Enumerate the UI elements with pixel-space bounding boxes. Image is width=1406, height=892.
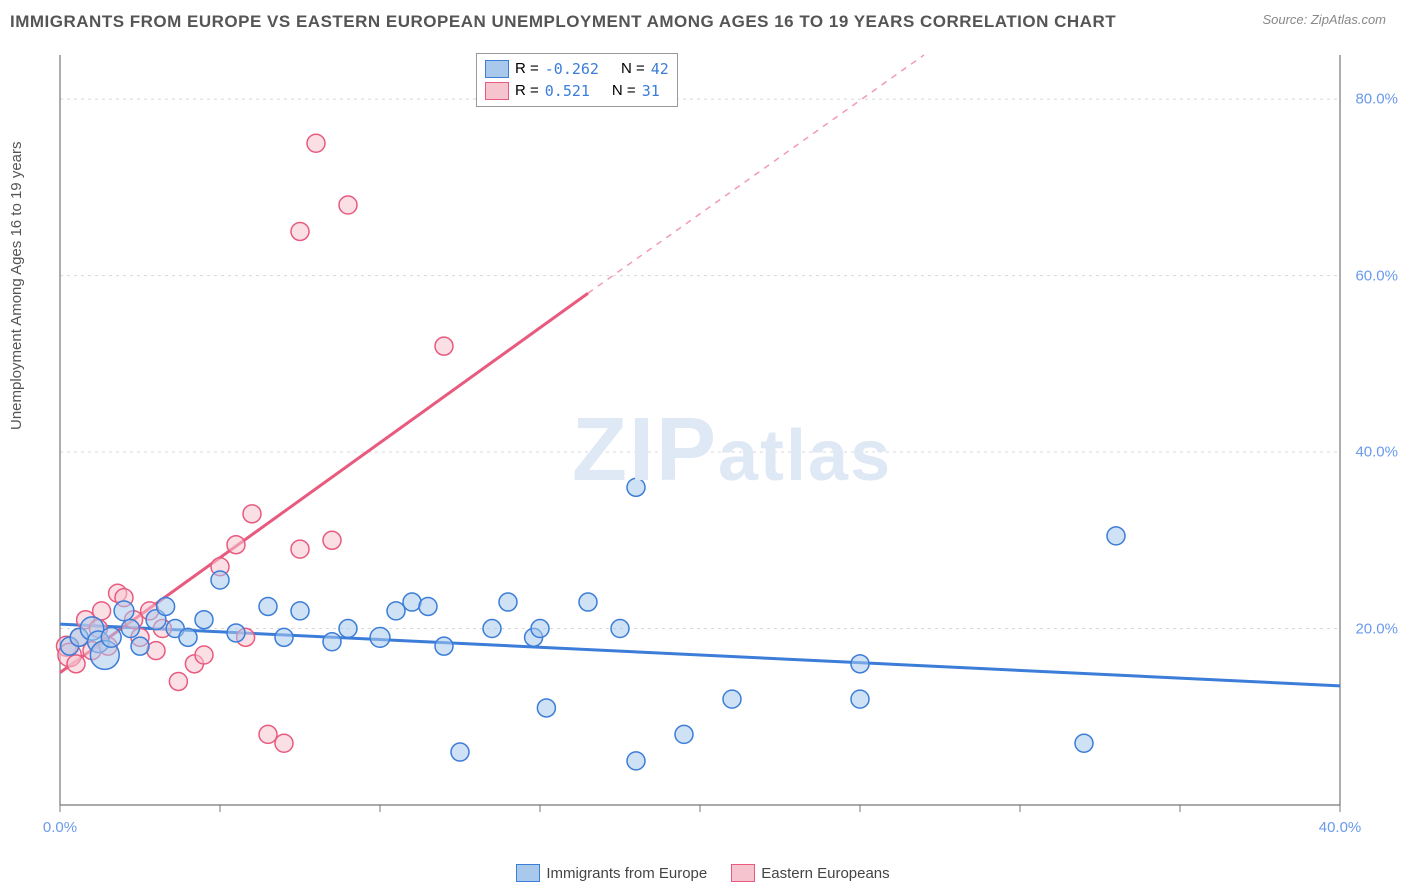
y-tick-label: 20.0%: [1355, 620, 1398, 637]
y-tick-label: 60.0%: [1355, 267, 1398, 284]
legend-n-value: 42: [651, 58, 669, 80]
legend-r-value: 0.521: [545, 80, 590, 102]
source-label: Source: ZipAtlas.com: [1262, 12, 1386, 27]
legend-n-label: N =: [612, 80, 636, 102]
legend-swatch: [485, 60, 509, 78]
legend-swatch: [516, 864, 540, 882]
legend-r-value: -0.262: [545, 58, 599, 80]
legend-r-label: R =: [515, 80, 539, 102]
legend-series-label: Immigrants from Europe: [546, 865, 707, 882]
chart-title: IMMIGRANTS FROM EUROPE VS EASTERN EUROPE…: [10, 12, 1116, 32]
legend-r-label: R =: [515, 58, 539, 80]
y-tick-label: 80.0%: [1355, 91, 1398, 108]
x-tick-label: 40.0%: [1319, 819, 1362, 836]
y-tick-label: 40.0%: [1355, 444, 1398, 461]
legend-series: Immigrants from Europe Eastern Europeans: [0, 864, 1406, 886]
scatter-chart: [50, 45, 1350, 815]
y-axis-label: Unemployment Among Ages 16 to 19 years: [8, 141, 25, 430]
legend-n-value: 31: [642, 80, 660, 102]
legend-swatch: [485, 82, 509, 100]
legend-n-label: N =: [621, 58, 645, 80]
chart-container: IMMIGRANTS FROM EUROPE VS EASTERN EUROPE…: [0, 0, 1406, 892]
legend-correlation: R = -0.262 N = 42 R = 0.521 N = 31: [476, 53, 678, 107]
x-tick-label: 0.0%: [43, 819, 77, 836]
legend-swatch: [731, 864, 755, 882]
legend-series-label: Eastern Europeans: [761, 865, 889, 882]
